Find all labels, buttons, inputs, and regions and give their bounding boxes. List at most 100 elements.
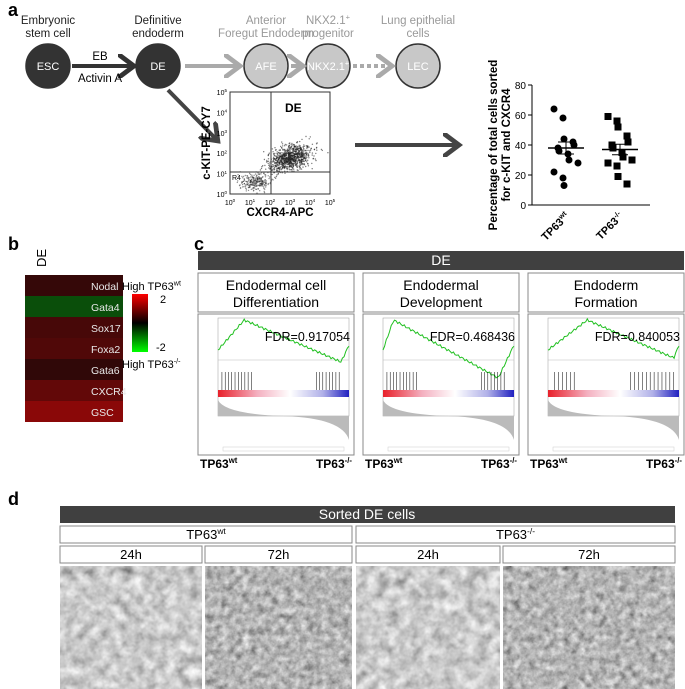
y-tick-label: 104 <box>217 109 228 118</box>
flow-event <box>243 178 245 180</box>
gene-label: Gata6 <box>91 365 120 377</box>
flow-event <box>265 180 267 182</box>
flow-event <box>264 188 266 190</box>
flow-event <box>274 147 276 149</box>
flow-event <box>272 179 274 181</box>
flow-event <box>311 154 313 156</box>
flow-event <box>245 177 248 179</box>
flow-event <box>257 180 259 182</box>
group-label: TP63-/- <box>496 526 535 542</box>
flow-event <box>289 163 291 165</box>
flow-event <box>299 150 301 152</box>
flow-event <box>247 180 250 182</box>
flow-event <box>293 154 295 156</box>
flow-event <box>250 179 252 181</box>
flow-event <box>251 179 253 181</box>
flow-event <box>285 156 288 158</box>
flow-event <box>291 152 293 154</box>
flow-event <box>263 191 266 194</box>
flow-event <box>286 167 288 169</box>
flow-event <box>289 161 292 163</box>
y-tick-label: 0 <box>520 201 526 212</box>
flow-event <box>278 157 280 159</box>
flow-event <box>265 161 268 163</box>
y-tick-label-sup: 2 <box>224 149 227 154</box>
flow-event <box>253 179 255 181</box>
flow-event <box>302 166 304 168</box>
flow-event <box>299 164 302 166</box>
flow-event <box>302 160 304 162</box>
flow-event <box>285 162 287 164</box>
heatmap-cell <box>25 275 123 296</box>
enrichment-curve <box>382 319 515 379</box>
column-label: DE <box>34 249 49 267</box>
phenotype-label-base: TP63 <box>365 457 394 471</box>
header-bar <box>198 251 684 270</box>
panel-label: d <box>8 489 19 509</box>
flow-event <box>241 181 243 184</box>
micrograph <box>503 566 675 689</box>
data-point <box>560 182 568 189</box>
flow-event <box>298 161 301 164</box>
x-tick-label-sup: 1 <box>253 198 256 203</box>
flow-event <box>244 186 247 188</box>
flow-event <box>263 179 266 181</box>
phenotype-label: TP63wt <box>365 456 403 471</box>
heatmap-cell <box>25 296 123 317</box>
flow-event <box>259 190 261 192</box>
flow-event <box>247 181 249 183</box>
data-point <box>613 117 621 125</box>
flow-event <box>294 160 296 163</box>
flow-event <box>247 183 249 185</box>
flow-event <box>311 168 313 170</box>
data-point <box>555 147 563 155</box>
data-point <box>604 113 612 120</box>
rank-bar <box>218 390 349 397</box>
flow-event <box>260 173 262 175</box>
flow-event <box>307 165 310 167</box>
flow-event <box>288 165 291 167</box>
legend-label: High TP63-/- <box>122 358 181 371</box>
flow-event <box>305 159 307 161</box>
rank-bar <box>383 390 514 397</box>
flow-event <box>257 184 260 187</box>
region-label: R4 <box>232 175 241 182</box>
heatmap-cell <box>25 359 123 380</box>
set-title: Endoderm <box>574 277 639 293</box>
heatmap-cell <box>25 338 123 359</box>
flow-event <box>303 144 305 146</box>
flow-event <box>292 157 294 159</box>
flow-event <box>279 155 282 157</box>
stage-label: cells <box>406 28 429 40</box>
flow-event <box>281 152 283 154</box>
scale-label: -2 <box>156 342 166 354</box>
flow-event <box>288 149 290 151</box>
flow-event <box>293 144 295 146</box>
flow-event <box>297 152 299 155</box>
x-tick-label: 104 <box>305 198 316 207</box>
flow-event <box>306 156 308 159</box>
flow-event <box>249 177 251 179</box>
group-label: TP63wt <box>186 526 226 542</box>
flow-event <box>284 145 286 147</box>
y-axis-label: for c-KIT and CXCR4 <box>501 88 513 202</box>
flow-event <box>294 156 296 158</box>
flow-event <box>309 149 312 151</box>
flow-event <box>253 185 255 187</box>
flow-event <box>285 160 287 162</box>
flow-event <box>281 158 284 160</box>
flow-event <box>299 159 301 162</box>
x-tick-label: 103 <box>285 198 296 207</box>
gsea-legend <box>387 446 510 452</box>
flow-event <box>277 172 280 175</box>
stage-label: Lung epithelial <box>381 15 455 27</box>
flow-event <box>266 159 268 162</box>
phenotype-label-base: TP63 <box>200 457 229 471</box>
flow-event <box>305 151 308 154</box>
flow-event <box>302 151 304 153</box>
flow-event <box>260 177 263 179</box>
flow-event <box>301 156 303 158</box>
y-tick-label: 60 <box>515 111 527 122</box>
flow-event <box>255 180 258 182</box>
data-point <box>565 156 573 164</box>
